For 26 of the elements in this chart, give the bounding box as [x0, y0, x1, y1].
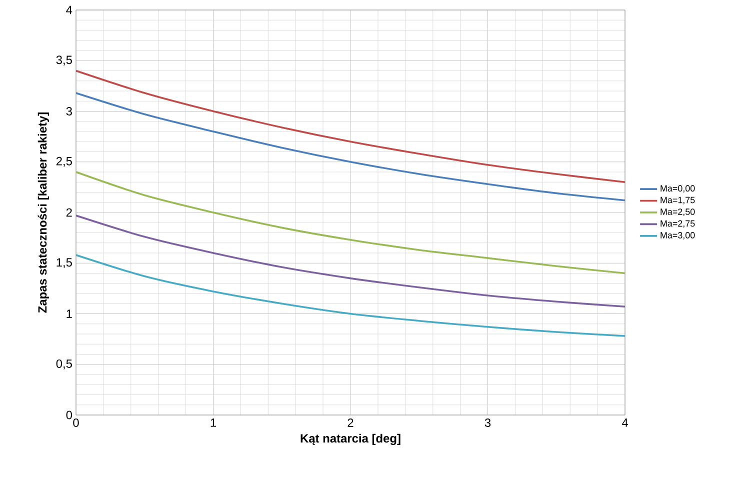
x-tick-label: 1 — [210, 418, 216, 427]
x-tick-label: 4 — [622, 418, 628, 427]
y-tick-label: 3,5 — [56, 56, 72, 66]
line-series — [76, 214, 626, 308]
legend-label: Ma=0,00 — [660, 185, 695, 193]
y-tick-label: 0 — [66, 410, 72, 420]
legend-label: Ma=2,50 — [660, 208, 695, 216]
y-tick-label: 1 — [66, 310, 72, 318]
y-tick-label: 4 — [66, 6, 72, 14]
x-tick-label: 0 — [73, 418, 79, 427]
y-tick-label: 3 — [66, 107, 72, 116]
legend-label: Ma=3,00 — [660, 232, 695, 240]
x-tick-label: 3 — [484, 418, 491, 427]
y-tick-label: 1,5 — [56, 258, 72, 268]
y-tick-label: 2,5 — [56, 156, 72, 167]
line-series — [76, 92, 626, 202]
y-axis-title: Zapas stateczności [kaliber rakiety] — [38, 112, 50, 313]
y-tick-label: 2 — [66, 208, 72, 217]
legend-label: Ma=2,75 — [660, 220, 695, 228]
x-tick-label: 2 — [348, 418, 354, 427]
line-series — [76, 254, 626, 337]
x-axis-title: Kąt natarcia [deg] — [300, 434, 400, 446]
y-tick-label: 0,5 — [56, 359, 72, 370]
line-series — [76, 171, 626, 274]
legend-label: Ma=1,75 — [660, 196, 695, 204]
line-series — [76, 70, 626, 184]
